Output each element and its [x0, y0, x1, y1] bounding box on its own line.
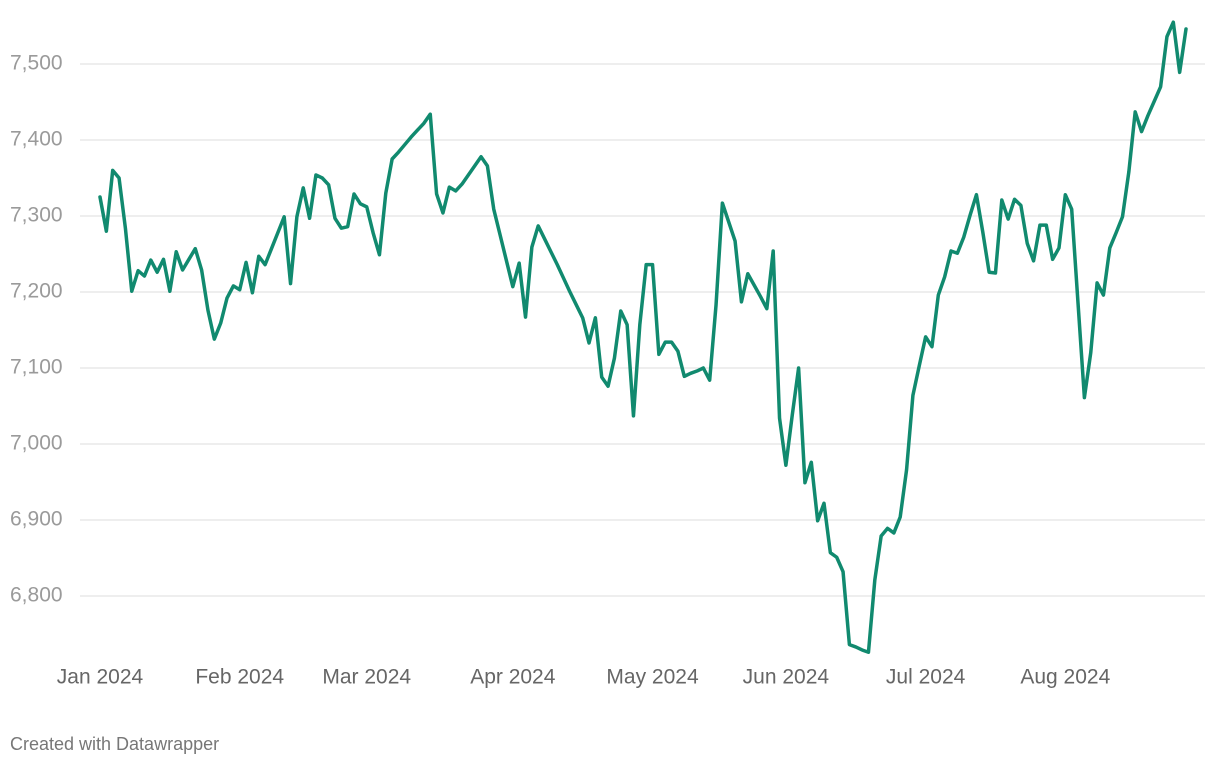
credit: Created with Datawrapper: [10, 734, 219, 754]
x-tick-label: Jun 2024: [743, 666, 830, 689]
y-tick-label: 7,300: [10, 204, 63, 227]
x-tick-label: Aug 2024: [1020, 666, 1110, 689]
x-tick-label: Feb 2024: [195, 666, 284, 689]
x-tick-label: May 2024: [606, 666, 699, 689]
x-tick-label: Jan 2024: [57, 666, 144, 689]
x-tick-label: Jul 2024: [886, 666, 966, 689]
y-tick-label: 7,100: [10, 356, 63, 379]
x-tick-label: Mar 2024: [322, 666, 411, 689]
y-tick-label: 7,500: [10, 52, 63, 75]
x-tick-label: Apr 2024: [470, 666, 556, 689]
y-tick-label: 7,000: [10, 432, 63, 455]
y-tick-label: 6,900: [10, 508, 63, 531]
y-tick-label: 7,200: [10, 280, 63, 303]
line: [98, 20, 1188, 654]
y-tick-label: 7,400: [10, 128, 63, 151]
y-tick-label: 6,800: [10, 584, 63, 607]
